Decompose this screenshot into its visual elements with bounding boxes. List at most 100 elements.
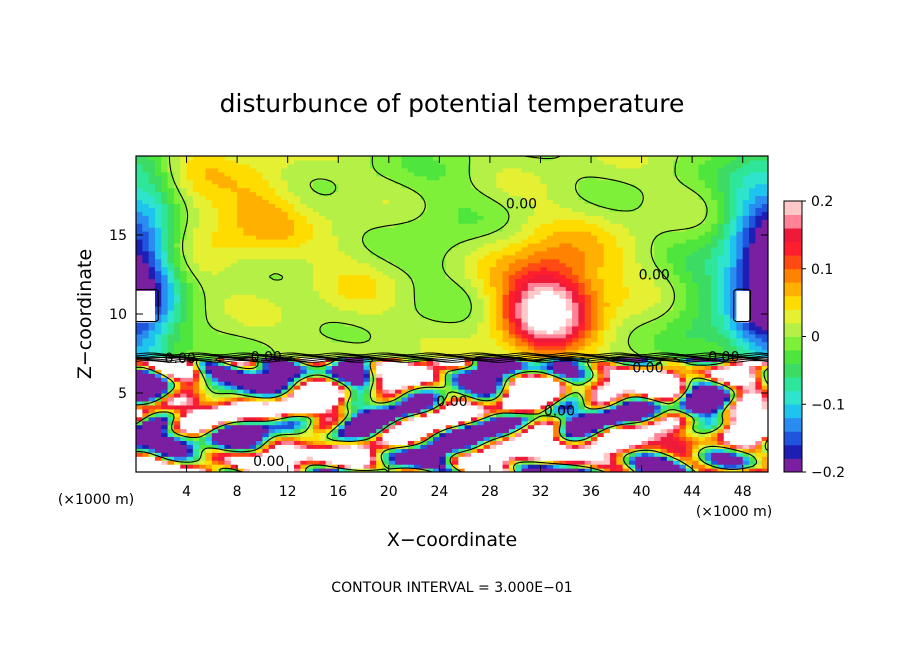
- field-cell: [211, 361, 219, 366]
- field-cell: [363, 238, 466, 244]
- field-cell: [173, 377, 181, 382]
- field-cell: [578, 191, 643, 197]
- field-cell: [148, 223, 156, 228]
- field-cell: [414, 468, 421, 472]
- field-cell: [186, 361, 194, 366]
- field-cell: [730, 361, 737, 366]
- field-cell: [736, 270, 744, 276]
- field-cell: [711, 302, 719, 307]
- field-cell: [603, 298, 624, 303]
- field-cell: [704, 416, 712, 422]
- field-cell: [559, 381, 567, 386]
- field-cell: [136, 290, 156, 295]
- field-cell: [692, 424, 700, 430]
- field-cell: [294, 381, 301, 386]
- field-cell: [338, 385, 346, 390]
- field-cell: [136, 223, 143, 228]
- field-cell: [515, 321, 523, 327]
- field-cell: [192, 187, 232, 193]
- field-cell: [199, 456, 207, 461]
- field-cell: [142, 211, 156, 216]
- field-cell: [508, 294, 516, 299]
- colorbar-swatch: [784, 268, 802, 283]
- field-cell: [243, 231, 295, 236]
- field-cell: [736, 215, 744, 220]
- field-cell: [161, 156, 169, 161]
- field-cell: [369, 385, 377, 390]
- field-cell: [180, 282, 188, 287]
- field-cell: [559, 294, 567, 299]
- field-cell: [338, 282, 377, 287]
- field-cell: [660, 329, 687, 335]
- field-cell: [306, 440, 314, 445]
- field-cell: [192, 156, 226, 161]
- field-cell: [470, 389, 497, 394]
- field-cell: [603, 400, 611, 406]
- field-cell: [610, 381, 681, 386]
- field-cell: [622, 357, 643, 362]
- field-cell: [534, 227, 605, 232]
- field-cell: [761, 404, 768, 410]
- field-cell: [540, 361, 548, 366]
- field-cell: [704, 159, 731, 165]
- field-cell: [148, 361, 188, 366]
- field-cell: [439, 460, 447, 465]
- field-cell: [268, 199, 289, 204]
- field-cell: [679, 278, 693, 283]
- field-cell: [755, 333, 768, 339]
- field-cell: [388, 274, 409, 280]
- field-cell: [685, 302, 700, 307]
- field-cell: [635, 464, 681, 469]
- field-cell: [237, 468, 245, 472]
- field-cell: [534, 361, 542, 366]
- field-cell: [496, 341, 510, 347]
- field-cell: [369, 337, 421, 343]
- field-cell: [237, 361, 245, 366]
- field-cell: [161, 337, 169, 343]
- field-cell: [136, 175, 150, 181]
- field-cell: [736, 286, 744, 291]
- field-cell: [173, 329, 181, 335]
- field-cell: [730, 278, 737, 283]
- field-cell: [508, 235, 529, 240]
- field-cell: [350, 420, 390, 426]
- field-cell: [470, 156, 542, 161]
- field-cell: [723, 235, 731, 240]
- field-cell: [641, 199, 706, 204]
- field-cell: [717, 286, 725, 291]
- field-cell: [338, 373, 365, 378]
- field-cell: [180, 385, 194, 390]
- field-cell: [331, 377, 339, 382]
- field-cell: [306, 238, 339, 244]
- field-cell: [173, 223, 181, 228]
- field-cell: [262, 432, 270, 438]
- field-cell: [477, 187, 504, 193]
- field-cell: [692, 365, 706, 370]
- field-cell: [173, 219, 181, 224]
- field-cell: [167, 393, 175, 398]
- field-cell: [268, 361, 295, 366]
- field-cell: [685, 424, 693, 430]
- field-cell: [711, 191, 725, 197]
- field-cell: [565, 428, 592, 434]
- field-cell: [521, 337, 529, 343]
- field-cell: [489, 329, 504, 335]
- field-cell: [312, 456, 371, 461]
- field-cell: [470, 365, 478, 370]
- field-cell: [218, 377, 289, 382]
- field-cell: [186, 290, 194, 295]
- field-cell: [502, 432, 510, 438]
- field-cell: [717, 187, 731, 193]
- field-cell: [730, 337, 737, 343]
- field-cell: [749, 274, 768, 280]
- field-cell: [723, 345, 737, 351]
- field-cell: [395, 290, 415, 295]
- field-cell: [723, 219, 731, 224]
- field-cell: [211, 369, 238, 374]
- field-cell: [704, 424, 712, 430]
- field-cell: [211, 377, 219, 382]
- field-cell: [180, 238, 194, 244]
- field-cell: [673, 317, 693, 323]
- x-tick-label: 48: [734, 484, 752, 500]
- interface-contour: [136, 357, 768, 361]
